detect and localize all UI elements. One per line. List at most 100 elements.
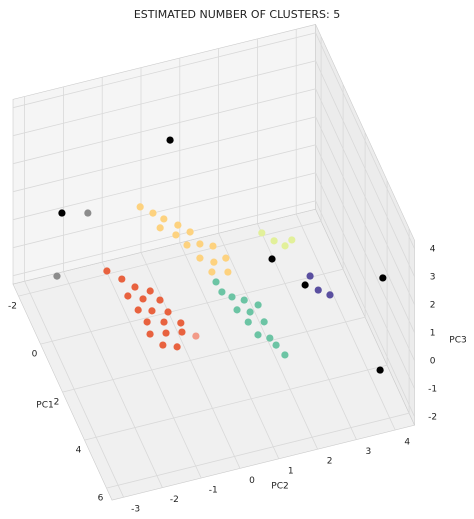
point — [260, 318, 268, 326]
point — [224, 268, 232, 276]
point — [131, 283, 139, 291]
point — [159, 341, 167, 349]
point — [212, 278, 220, 286]
point — [218, 288, 226, 296]
grid-line — [106, 228, 410, 489]
z-tick-label: 1 — [430, 328, 436, 338]
point — [103, 267, 111, 275]
point — [134, 306, 142, 314]
grid-line — [12, 172, 415, 389]
point — [196, 240, 204, 248]
grid-line — [295, 29, 396, 431]
point — [148, 307, 156, 315]
x-tick-label: -2 — [8, 302, 17, 312]
point — [172, 231, 180, 239]
grid-line — [256, 38, 357, 440]
y-tick-label: -2 — [170, 495, 179, 505]
point — [244, 318, 252, 326]
z-axis-label: PC3 — [449, 336, 466, 346]
point — [146, 287, 154, 295]
grid-line — [12, 144, 415, 361]
point — [233, 306, 241, 314]
x-axis-label: PC1 — [36, 401, 53, 411]
grid-line — [12, 32, 415, 249]
point — [326, 291, 334, 299]
grid-line — [40, 84, 344, 345]
grid-line — [63, 86, 163, 488]
grid-line — [101, 77, 202, 479]
point — [270, 237, 278, 245]
grid-line — [24, 96, 124, 498]
point — [160, 318, 168, 326]
point — [281, 242, 289, 250]
grid-line — [12, 60, 415, 277]
x-tick-label: 4 — [76, 446, 82, 456]
point — [268, 255, 276, 263]
point — [314, 286, 322, 294]
grid-line — [140, 67, 241, 469]
point — [53, 272, 61, 280]
point — [162, 329, 170, 337]
point — [173, 343, 181, 351]
point — [240, 296, 248, 304]
z-tick-label: 4 — [430, 244, 436, 254]
y-tick-label: -3 — [131, 505, 140, 515]
point — [301, 281, 309, 289]
y-axis-label: PC2 — [271, 482, 288, 492]
point — [178, 328, 186, 336]
z-tick-label: -2 — [428, 412, 437, 422]
point — [164, 308, 172, 316]
point — [143, 318, 151, 326]
x-tick-label: 0 — [32, 350, 38, 360]
point — [192, 332, 200, 340]
grid-line — [179, 58, 280, 459]
grid-line — [12, 116, 415, 333]
point — [166, 136, 174, 144]
point — [272, 341, 280, 349]
point — [208, 268, 216, 276]
z-tick-label: 3 — [430, 272, 436, 282]
y-tick-label: 0 — [249, 476, 255, 486]
point — [258, 229, 266, 237]
y-tick-label: 1 — [288, 466, 294, 476]
point — [210, 258, 218, 266]
point — [281, 351, 289, 359]
point — [376, 366, 384, 374]
x-tick-label: 6 — [98, 494, 104, 504]
point — [228, 293, 236, 301]
point — [246, 308, 254, 316]
point — [186, 228, 194, 236]
point — [222, 254, 230, 262]
point — [254, 301, 262, 309]
point — [174, 221, 182, 229]
point — [118, 275, 126, 283]
point — [156, 224, 164, 232]
point — [306, 272, 314, 280]
z-tick-label: 0 — [430, 356, 436, 366]
point — [183, 241, 191, 249]
point — [136, 203, 144, 211]
point — [288, 236, 296, 244]
grid-line — [218, 48, 318, 450]
y-tick-label: 2 — [327, 457, 333, 467]
x-tick-label: 2 — [54, 398, 60, 408]
grid-line — [84, 180, 388, 441]
point — [177, 319, 185, 327]
point — [84, 209, 92, 217]
point — [124, 292, 132, 300]
grid-line — [62, 132, 366, 393]
point — [266, 334, 274, 342]
point — [58, 209, 66, 217]
grid-line — [12, 200, 415, 417]
chart-title: ESTIMATED NUMBER OF CLUSTERS: 5 — [134, 8, 340, 21]
point — [156, 296, 164, 304]
point — [379, 274, 387, 282]
y-tick-label: 3 — [366, 447, 372, 457]
grid-line — [18, 36, 322, 297]
point — [149, 209, 157, 217]
point — [139, 295, 147, 303]
point — [209, 242, 217, 250]
y-tick-label: 4 — [404, 438, 410, 448]
point — [160, 215, 168, 223]
